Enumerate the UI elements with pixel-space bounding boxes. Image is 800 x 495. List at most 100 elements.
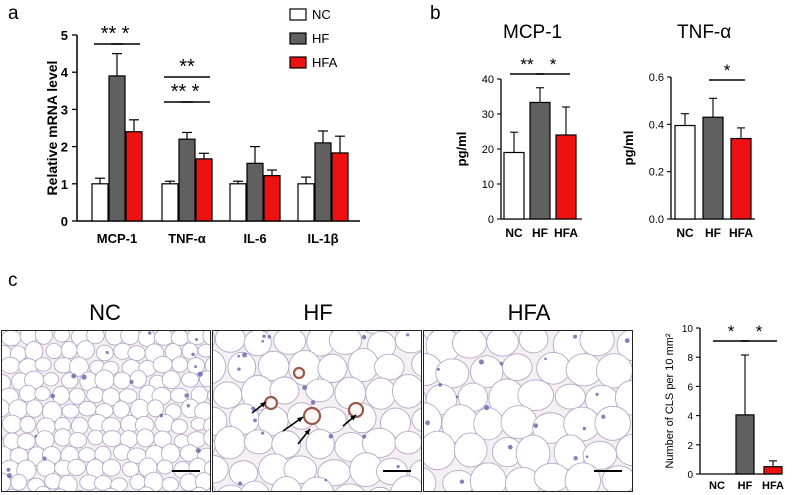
adipocyte [71, 416, 89, 435]
adipocyte [2, 374, 12, 392]
adipocyte-grid [2, 331, 210, 491]
adipocyte [34, 357, 52, 372]
nucleus [184, 393, 189, 398]
y-axis-label: Number of CLS per 10 mm² [664, 333, 676, 468]
panel-letter-a: a [8, 3, 19, 24]
crown-like-structure [302, 406, 322, 426]
nucleus [159, 413, 164, 418]
nucleus [436, 367, 440, 371]
nucleus [582, 426, 587, 431]
significance-label: * [756, 322, 763, 341]
y-tick-label: 0.6 [649, 72, 664, 84]
bar-nc [503, 151, 525, 220]
adipocyte [536, 351, 571, 385]
nucleus [438, 383, 443, 387]
adipocyte [61, 403, 80, 419]
nucleus [362, 434, 367, 439]
nucleus [194, 365, 198, 368]
bar-hf [529, 101, 551, 220]
bar-hf [735, 414, 755, 475]
nucleus [129, 379, 134, 384]
histology-title-nc: NC [89, 300, 121, 325]
y-axis-label: pg/ml [454, 132, 469, 167]
nucleus [459, 479, 465, 484]
adipocyte [170, 418, 188, 435]
nucleus [191, 352, 195, 357]
adipocyte [68, 356, 89, 377]
nucleus [261, 339, 265, 343]
adipocyte [68, 432, 88, 449]
adipocyte [94, 369, 115, 391]
nucleus [253, 418, 257, 423]
nucleus [238, 481, 243, 486]
histology-image-hf [212, 330, 422, 492]
nucleus [6, 473, 12, 479]
nucleus [573, 456, 578, 461]
adipocyte [118, 388, 138, 404]
adipocyte [181, 342, 199, 360]
bar-hfa [555, 134, 577, 220]
nucleus [237, 367, 241, 371]
adipocyte [203, 460, 210, 477]
adipocyte [243, 429, 274, 455]
nucleus [324, 478, 328, 482]
adipocyte [110, 477, 128, 491]
adipocyte [113, 371, 131, 390]
panel-letter-c: c [8, 270, 18, 291]
adipocyte [305, 429, 335, 460]
bar-hf-0 [108, 75, 126, 222]
adipocyte [34, 331, 53, 345]
adipocyte [411, 351, 421, 377]
legend-swatch-hf [289, 32, 307, 45]
adipocyte [161, 370, 181, 390]
adipocyte [146, 399, 165, 418]
adipocyte [42, 372, 60, 387]
adipocyte [435, 358, 470, 389]
adipocyte [25, 490, 28, 491]
y-tick-label: 8 [687, 353, 693, 364]
adipocyte [270, 476, 303, 491]
x-tick-label: MCP-1 [97, 231, 137, 246]
y-tick-label: 3 [61, 102, 68, 117]
y-tick-label: 0.0 [649, 214, 664, 226]
adipocyte [203, 428, 210, 447]
adipocyte [579, 331, 615, 357]
adipocyte [392, 373, 421, 409]
bar-hfa-3 [331, 152, 349, 222]
x-tick-label: NC [676, 226, 694, 240]
adipocyte [45, 343, 63, 360]
adipocyte [369, 486, 391, 491]
nucleus [34, 434, 38, 438]
adipocyte [34, 386, 51, 401]
adipocyte [136, 428, 155, 448]
adipocyte [154, 413, 175, 433]
nucleus [237, 354, 241, 358]
adipocyte [533, 462, 571, 491]
adipocyte [213, 381, 243, 409]
arrow-head [297, 417, 303, 423]
adipocyte [53, 428, 72, 447]
nucleus [478, 359, 484, 365]
adipocyte [394, 430, 421, 455]
bar-hfa [730, 137, 752, 220]
significance-label: * [192, 81, 200, 103]
adipocyte [240, 480, 270, 491]
adipocyte [76, 340, 95, 360]
x-tick-label: TNF-α [168, 231, 206, 246]
adipocyte [442, 469, 475, 491]
significance-label: ** [520, 55, 534, 74]
adipocyte [68, 387, 86, 405]
nucleus [267, 334, 272, 339]
nucleus [242, 352, 247, 358]
y-tick-label: 0 [61, 214, 68, 229]
adipocyte [451, 331, 488, 359]
adipocyte [34, 486, 51, 491]
adipocyte [101, 430, 123, 448]
adipocyte [2, 414, 23, 434]
y-tick-label: 6 [687, 382, 693, 393]
adipocyte [283, 455, 318, 484]
adipocyte [78, 400, 97, 417]
adipocyte [25, 399, 44, 418]
significance-label: * [724, 61, 731, 80]
chart-c-cls-count: 0 2 4 6 8 10 Number of CLS per 10 mm² NC HF HFA * * [664, 322, 784, 492]
